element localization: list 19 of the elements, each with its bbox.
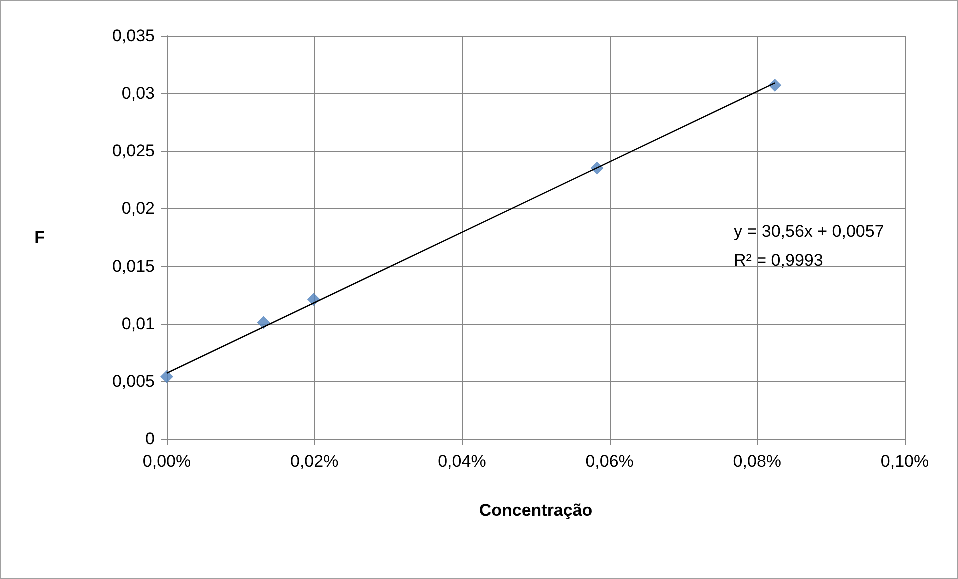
y-tick-label: 0,005 (112, 372, 155, 391)
x-tick-label: 0,04% (438, 452, 486, 471)
point (160, 370, 174, 384)
y-tick-label: 0,015 (112, 256, 155, 276)
x-tick-label: 0,00% (142, 452, 192, 471)
x-axis-title: Concentração (479, 501, 593, 520)
point (257, 316, 270, 330)
y-tick-label: 0,03 (122, 84, 155, 104)
x-tick-label: 0,08% (733, 452, 782, 471)
y-tick-label: 0,035 (112, 26, 155, 46)
y-axis-title: F (34, 228, 45, 247)
y-tick-label: 0 (146, 430, 155, 448)
y-tick-label: 0,01 (122, 314, 155, 334)
annotation: y = 30,56x + 0,0057 (734, 222, 884, 241)
y-tick-label: 0,025 (112, 142, 155, 161)
y-tick-label: 0,02 (122, 199, 155, 218)
x-tick-label: 0,02% (290, 452, 339, 471)
x-tick-label: 0,10% (880, 452, 930, 471)
x-tick-label: 0,06% (586, 452, 634, 471)
